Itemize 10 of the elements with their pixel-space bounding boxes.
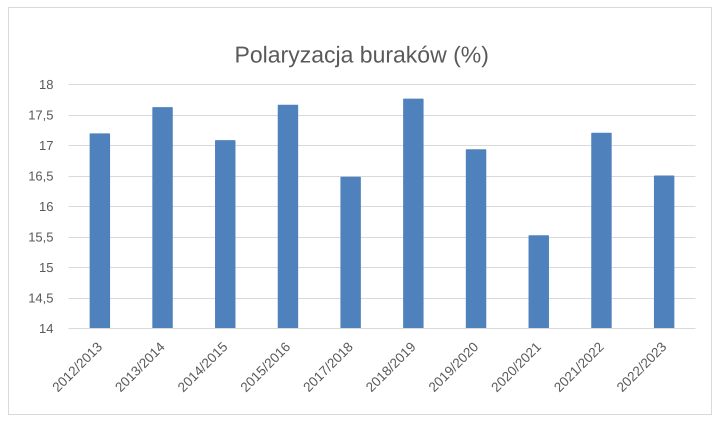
y-tick-label: 14 (39, 321, 54, 336)
y-tick-label: 16,5 (28, 168, 54, 184)
y-tick-label: 15 (39, 260, 54, 275)
chart-title: Polaryzacja buraków (%) (234, 42, 489, 68)
y-tick-label: 15,5 (28, 230, 54, 244)
y-tick-label: 18 (39, 77, 54, 92)
y-tick-label: 17 (39, 138, 54, 153)
y-tick-label: 14,5 (28, 290, 54, 306)
y-tick-label: 17,5 (28, 108, 54, 122)
y-tick-label: 16 (39, 199, 54, 214)
